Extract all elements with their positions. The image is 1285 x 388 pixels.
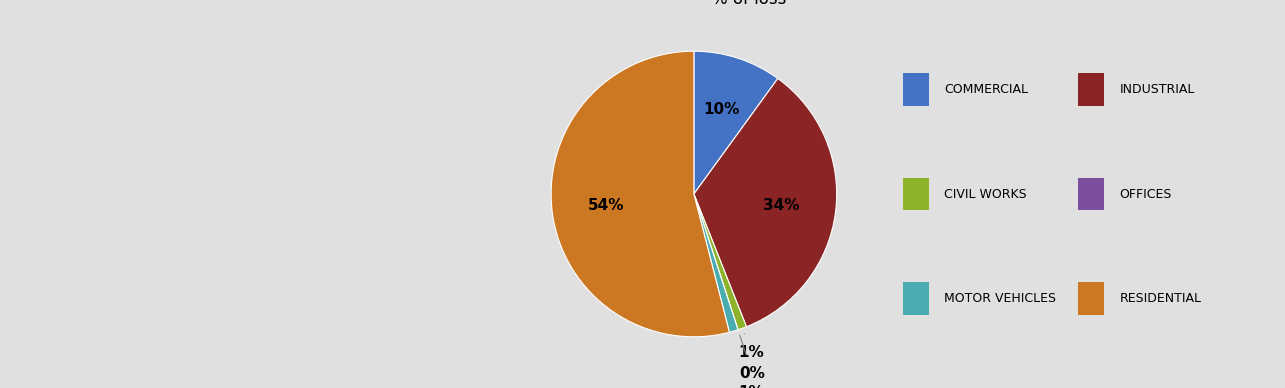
FancyBboxPatch shape [1078, 282, 1105, 315]
Text: 0%: 0% [739, 366, 765, 381]
Wedge shape [694, 194, 738, 332]
Text: 54%: 54% [587, 197, 625, 213]
Wedge shape [694, 194, 747, 330]
Text: 34%: 34% [763, 197, 801, 213]
Text: 1%: 1% [739, 385, 765, 388]
FancyBboxPatch shape [1078, 178, 1105, 210]
Text: INDUSTRIAL: INDUSTRIAL [1119, 83, 1195, 96]
Text: RESIDENTIAL: RESIDENTIAL [1119, 292, 1201, 305]
FancyBboxPatch shape [903, 178, 929, 210]
Wedge shape [551, 51, 730, 337]
FancyBboxPatch shape [903, 282, 929, 315]
Text: COMMERCIAL: COMMERCIAL [944, 83, 1028, 96]
Text: OFFICES: OFFICES [1119, 187, 1172, 201]
Wedge shape [694, 78, 837, 327]
FancyBboxPatch shape [903, 73, 929, 106]
Text: MOTOR VEHICLES: MOTOR VEHICLES [944, 292, 1056, 305]
Text: CIVIL WORKS: CIVIL WORKS [944, 187, 1027, 201]
Wedge shape [694, 194, 738, 330]
Wedge shape [694, 51, 777, 194]
Text: 1%: 1% [738, 345, 763, 360]
Text: % of loss: % of loss [712, 0, 786, 8]
Text: 10%: 10% [703, 102, 739, 117]
FancyBboxPatch shape [1078, 73, 1105, 106]
